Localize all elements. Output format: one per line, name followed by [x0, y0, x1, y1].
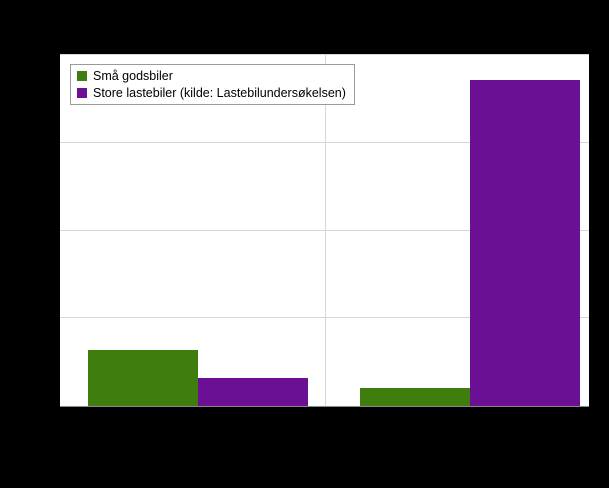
bar-group2-store-lastebiler [470, 79, 580, 406]
bar-group2-sma-godsbiler [360, 388, 470, 406]
bar-group1-store-lastebiler [198, 377, 308, 406]
bar-group1-sma-godsbiler [88, 349, 198, 406]
horizontal-gridline [60, 54, 589, 55]
legend-item-store-lastebiler: Store lastebiler (kilde: Lastebilundersø… [77, 86, 346, 100]
vertical-gridline [324, 55, 326, 406]
legend-swatch-sma-godsbiler-icon [77, 71, 87, 81]
legend-label-store-lastebiler: Store lastebiler (kilde: Lastebilundersø… [93, 86, 346, 100]
plot-area: Små godsbiler Store lastebiler (kilde: L… [60, 54, 589, 407]
legend-item-sma-godsbiler: Små godsbiler [77, 69, 346, 83]
bar-series-container [60, 55, 589, 406]
legend: Små godsbiler Store lastebiler (kilde: L… [70, 64, 355, 105]
legend-swatch-store-lastebiler-icon [77, 88, 87, 98]
legend-label-sma-godsbiler: Små godsbiler [93, 69, 173, 83]
